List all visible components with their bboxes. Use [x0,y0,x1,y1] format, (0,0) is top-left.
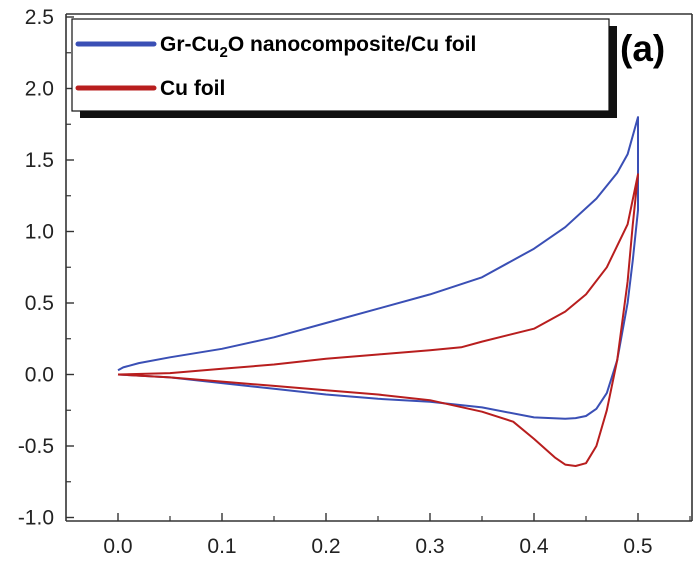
y-tick-label: 2.5 [25,6,54,29]
x-tick-label: 0.2 [311,535,340,558]
y-tick-label: -1.0 [18,507,54,530]
x-tick-label: 0.3 [415,535,444,558]
y-tick-label: 2.0 [25,78,54,101]
y-tick-label: -0.5 [18,435,54,458]
legend: Gr-Cu2O nanocomposite/Cu foil Cu foil [71,18,617,118]
series-lines [117,116,639,467]
series-line-cu-foil [117,173,639,467]
y-tick-label: 1.0 [25,221,54,244]
y-tick-label: 0.0 [25,364,54,387]
y-ticks: -1.0 -0.5 0.0 0.5 1.0 1.5 2.0 2.5 [18,6,74,530]
series-line-gr-cu2o [117,116,639,420]
legend-box [71,18,610,112]
x-tick-label: 0.1 [207,535,236,558]
y-tick-label: 1.5 [25,149,54,172]
legend-label-gr-cu2o: Gr-Cu2O nanocomposite/Cu foil [160,33,476,61]
y-tick-label: 0.5 [25,292,54,315]
x-tick-label: 0.0 [103,535,132,558]
x-tick-label: 0.4 [519,535,549,558]
legend-label-cu-foil: Cu foil [160,77,225,100]
panel-label: (a) [620,28,665,69]
x-tick-label: 0.5 [623,535,652,558]
x-ticks: 0.0 0.1 0.2 0.3 0.4 0.5 [103,513,691,558]
